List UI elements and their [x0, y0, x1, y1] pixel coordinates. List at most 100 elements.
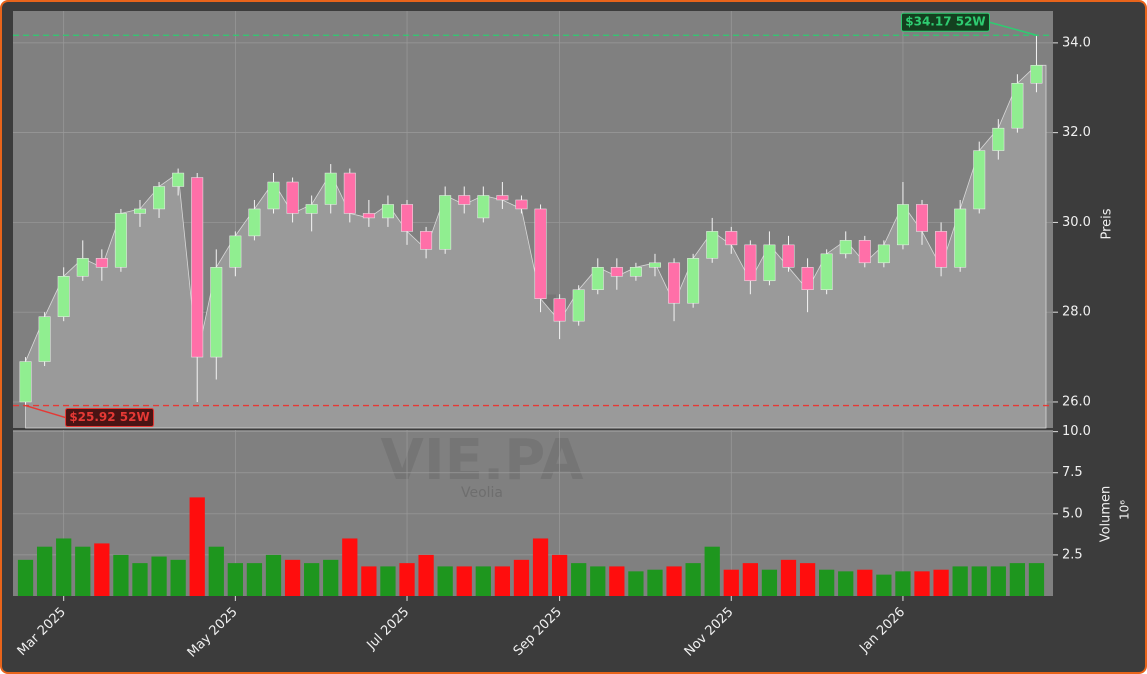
- volume-bar: [914, 571, 930, 596]
- annotation-arrow: [989, 21, 1037, 36]
- volume-bar: [876, 574, 892, 596]
- candle-body: [591, 267, 604, 290]
- volume-bar: [704, 546, 720, 596]
- volume-bar: [742, 563, 758, 596]
- candle-body: [553, 298, 566, 322]
- candle-body: [305, 204, 318, 214]
- y-tick-label: 28.0: [1062, 305, 1091, 320]
- volume-bar: [284, 559, 301, 596]
- volume-bar: [36, 546, 53, 596]
- y-axis-label: Volumen: [1099, 486, 1114, 543]
- candle-body: [267, 181, 280, 210]
- candle-body: [801, 267, 814, 290]
- candle-body: [248, 208, 261, 237]
- volume-bar: [227, 563, 243, 596]
- volume-bar: [819, 569, 835, 596]
- volume-bar: [1028, 563, 1045, 596]
- volume-bar: [799, 563, 816, 596]
- volume-bar: [590, 566, 606, 596]
- candle-body: [725, 231, 738, 246]
- volume-bar: [208, 546, 224, 596]
- volume-bar: [857, 569, 873, 596]
- volume-bar: [895, 571, 911, 596]
- candle-body: [954, 208, 967, 268]
- y-tick-label: 10.0: [1062, 424, 1091, 439]
- candle-body: [210, 267, 223, 358]
- watermark-ticker: VIE.PA: [381, 428, 585, 493]
- candle-body: [877, 244, 890, 264]
- volume-bar: [475, 566, 491, 596]
- candle-body: [324, 172, 337, 205]
- y-tick-label: 26.0: [1062, 394, 1091, 409]
- candle-body: [38, 316, 51, 362]
- volume-bar: [933, 569, 949, 596]
- candle-body: [839, 240, 852, 255]
- candle-body: [172, 172, 185, 187]
- volume-bar: [761, 569, 778, 596]
- volume-bar: [952, 566, 968, 596]
- volume-bar: [151, 556, 167, 596]
- candle-body: [229, 235, 242, 268]
- candle-body: [1030, 65, 1043, 84]
- volume-bar: [628, 571, 644, 596]
- annotation-arrow: [25, 404, 66, 419]
- volume-bar: [647, 569, 663, 596]
- volume-bar: [380, 566, 396, 596]
- watermark-name: Veolia: [461, 485, 503, 501]
- volume-bar: [609, 566, 625, 596]
- volume-bar: [685, 563, 701, 596]
- volume-bar: [418, 554, 434, 596]
- candle-body: [362, 213, 375, 219]
- volume-bar: [265, 554, 282, 596]
- candle-body: [782, 244, 795, 268]
- y-tick-label: 34.0: [1062, 35, 1091, 50]
- volume-bar: [75, 546, 91, 596]
- candle-body: [973, 150, 986, 210]
- volume-bar: [532, 538, 549, 596]
- candle-body: [57, 276, 70, 317]
- volume-bar: [246, 563, 263, 596]
- candle-body: [858, 240, 871, 264]
- volume-bar: [494, 566, 511, 596]
- volume-bar: [399, 563, 415, 596]
- candle-body: [191, 177, 204, 358]
- volume-bar: [132, 563, 148, 596]
- y-tick-label: 2.5: [1062, 547, 1083, 562]
- candle-body: [534, 208, 547, 299]
- candle-body: [820, 253, 833, 290]
- x-tick-label: Mar 2025: [15, 605, 69, 659]
- volume-bar: [513, 559, 530, 596]
- y-axis-label: Preis: [1100, 208, 1115, 239]
- volume-bar: [456, 566, 472, 596]
- x-tick-label: Jan 2026: [856, 605, 908, 657]
- candle-body: [610, 267, 623, 277]
- y-tick-label: 7.5: [1062, 465, 1083, 480]
- x-tick-label: Sep 2025: [511, 605, 565, 659]
- volume-bar: [838, 571, 854, 596]
- volume-bar: [170, 559, 186, 596]
- candle-body: [134, 208, 146, 214]
- volume-bar: [17, 559, 34, 596]
- candle-body: [572, 289, 585, 322]
- candle-body: [95, 258, 108, 268]
- candle-body: [916, 204, 928, 232]
- candle-body: [153, 186, 166, 210]
- volume-bar: [1009, 563, 1026, 596]
- candle-body: [401, 204, 413, 232]
- candle-body: [1011, 83, 1024, 129]
- y-tick-label: 30.0: [1062, 215, 1091, 230]
- volume-unit: 10⁶: [1118, 500, 1132, 520]
- annotation-label: $34.17 52W: [905, 15, 985, 29]
- candle-body: [896, 204, 909, 246]
- candle-body: [992, 127, 1005, 151]
- volume-bar: [723, 569, 739, 596]
- volume-bar: [780, 559, 797, 596]
- candle-body: [935, 231, 948, 268]
- candle-body: [286, 181, 299, 214]
- candle-body: [76, 258, 89, 277]
- y-tick-label: 32.0: [1062, 125, 1091, 140]
- volume-bar: [189, 497, 205, 596]
- candle-body: [629, 267, 642, 277]
- volume-bar: [323, 559, 339, 596]
